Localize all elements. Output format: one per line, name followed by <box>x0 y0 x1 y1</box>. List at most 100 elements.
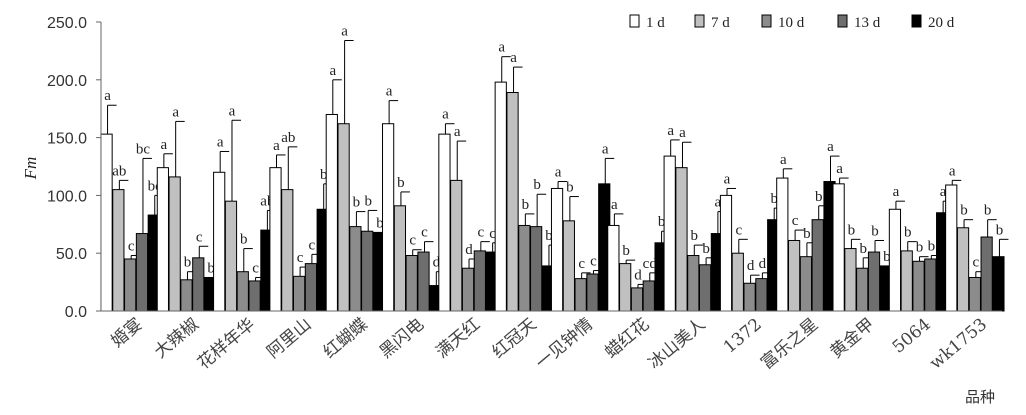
bar <box>630 287 644 312</box>
significance-label: a <box>229 103 236 119</box>
category-label: 1372 <box>720 315 766 358</box>
significance-label: a <box>827 139 834 155</box>
bar <box>393 205 407 312</box>
significance-label: d <box>465 242 473 258</box>
significance-label: a <box>893 184 900 200</box>
significance-label: bc <box>136 141 151 157</box>
bar <box>506 92 519 312</box>
bar <box>494 81 507 312</box>
bar <box>956 227 970 312</box>
legend-label: 10 d <box>778 15 805 31</box>
bar <box>213 171 226 312</box>
category-label: 黑闪电 <box>376 315 428 363</box>
bar <box>945 184 958 312</box>
significance-label: a <box>555 165 562 181</box>
bar <box>832 183 845 312</box>
bar <box>844 248 857 312</box>
significance-label: a <box>217 134 224 150</box>
bar <box>168 176 181 312</box>
bar <box>980 236 993 312</box>
bar <box>382 123 395 312</box>
significance-label: b <box>207 260 215 276</box>
bar <box>663 155 676 312</box>
significance-label: a <box>341 23 348 39</box>
legend: 1 d 7 d 10 d 13 d 20 d <box>629 14 955 31</box>
significance-label: c <box>252 260 259 276</box>
bar <box>731 252 744 312</box>
category-label: 5064 <box>889 315 935 358</box>
significance-label: c <box>421 225 428 241</box>
significance-label: c <box>297 250 304 266</box>
bar <box>304 263 317 312</box>
legend-swatch <box>837 14 848 28</box>
category-label: 大辣椒 <box>151 315 203 363</box>
significance-label: b <box>904 225 912 241</box>
significance-label: b <box>622 243 630 259</box>
significance-label: a <box>386 84 393 100</box>
significance-label: a <box>940 184 947 200</box>
significance-label: a <box>442 107 449 123</box>
significance-label: cd <box>643 256 658 272</box>
bar <box>619 263 632 312</box>
bar <box>867 251 881 312</box>
category-label: 一见钟情 <box>532 315 597 374</box>
significance-label: a <box>679 125 686 141</box>
significance-label: a <box>104 88 111 104</box>
bar <box>550 187 564 312</box>
significance-label: a <box>273 138 280 154</box>
significance-label: b <box>320 167 328 183</box>
legend-label: 13 d <box>854 15 881 31</box>
category-label: 红蝴蝶 <box>320 315 372 363</box>
significance-label: c <box>735 222 742 238</box>
bar <box>607 224 620 312</box>
bar <box>438 133 451 312</box>
significance-label: b <box>397 175 405 191</box>
significance-label: a <box>780 152 787 168</box>
significance-label: c <box>973 255 980 271</box>
significance-label: b <box>916 240 924 256</box>
significance-label: a <box>949 163 956 179</box>
bar <box>799 256 813 312</box>
bar <box>698 264 712 312</box>
legend-swatch <box>911 14 922 28</box>
bar <box>992 256 1005 312</box>
bar <box>586 273 599 312</box>
bar <box>450 179 463 312</box>
significance-label: b <box>928 239 936 255</box>
bar <box>473 250 486 312</box>
significance-label: a <box>836 161 843 177</box>
significance-label: c <box>578 256 585 272</box>
category-label: wk1753 <box>926 315 991 374</box>
legend-swatch <box>629 14 640 28</box>
significance-label: a <box>611 197 618 213</box>
significance-label: b <box>566 180 574 196</box>
significance-label: b <box>364 193 372 209</box>
bar <box>417 251 430 312</box>
significance-label: b <box>353 195 361 211</box>
significance-label: b <box>984 203 992 219</box>
significance-label: a <box>667 123 674 139</box>
significance-label: b <box>960 203 968 219</box>
bar <box>325 113 338 312</box>
bar <box>675 167 688 312</box>
bar <box>100 133 113 312</box>
bar <box>530 226 543 312</box>
significance-label: b <box>803 226 811 242</box>
significance-label: b <box>658 214 666 230</box>
significance-label: a <box>172 104 179 120</box>
bar <box>224 200 238 312</box>
significance-label: c <box>409 233 416 249</box>
y-tick-label: 150.0 <box>47 131 87 148</box>
category-label: 蜡红花 <box>601 315 653 363</box>
bar <box>405 255 418 312</box>
bar <box>900 250 913 312</box>
bar <box>687 255 700 312</box>
bar <box>755 278 768 312</box>
y-axis-title: Fm <box>21 157 40 181</box>
bar <box>337 123 350 312</box>
significance-label: ab <box>112 163 126 179</box>
bar <box>518 224 531 312</box>
bar <box>236 271 249 312</box>
significance-label: c <box>590 254 597 270</box>
